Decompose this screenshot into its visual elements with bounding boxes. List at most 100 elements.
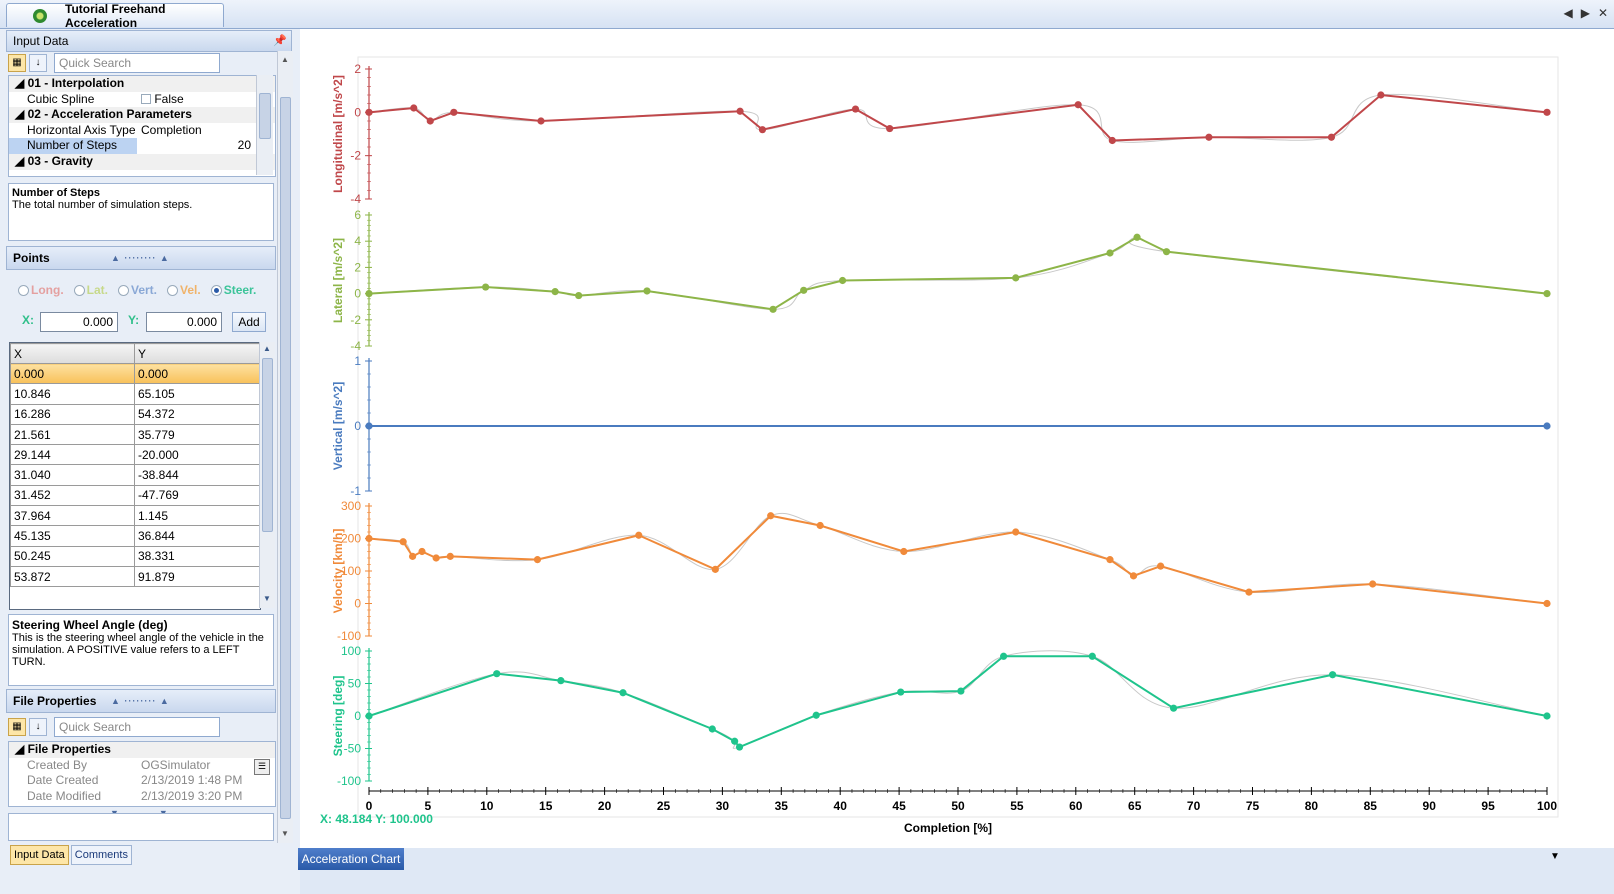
data-point[interactable] <box>1329 671 1337 679</box>
data-point[interactable] <box>432 554 440 562</box>
radio-circle[interactable] <box>73 284 85 296</box>
data-point[interactable] <box>365 712 373 720</box>
data-point[interactable] <box>1088 652 1096 660</box>
cell-x[interactable]: 0.000 <box>10 362 135 385</box>
data-point[interactable] <box>1543 108 1551 116</box>
data-point[interactable] <box>1012 274 1020 282</box>
data-point[interactable] <box>1074 101 1082 109</box>
document-tab[interactable]: Tutorial Freehand Acceleration <box>6 2 224 30</box>
file-search-input[interactable]: Quick Search <box>54 717 220 737</box>
cell-y[interactable]: 35.779 <box>134 423 260 446</box>
column-header-y[interactable]: Y <box>134 343 260 364</box>
radio-circle[interactable] <box>18 284 29 296</box>
data-point[interactable] <box>900 547 908 556</box>
data-point[interactable] <box>365 290 373 298</box>
data-point[interactable] <box>812 711 820 719</box>
data-point[interactable] <box>557 677 565 685</box>
property-row[interactable]: Cubic Spline False <box>9 92 275 108</box>
cell-x[interactable]: 21.561 <box>10 423 135 446</box>
category-acceleration-parameters[interactable]: ◢ 02 - Acceleration Parameters <box>9 107 275 123</box>
expand-icon[interactable]: ◢ <box>15 742 28 756</box>
data-point[interactable] <box>1543 422 1551 430</box>
expand-icon[interactable]: ◢ <box>15 107 28 122</box>
data-point[interactable] <box>446 552 454 560</box>
panel-scrollbar[interactable]: ▲ ▼ <box>277 51 293 843</box>
expand-icon[interactable]: ◢ <box>15 76 28 90</box>
tab-input-data[interactable]: Input Data <box>10 845 69 865</box>
category-gravity[interactable]: ◢ 03 - Gravity <box>9 153 275 170</box>
property-row[interactable]: Date Modified 2/13/2019 3:20 PM <box>27 788 243 803</box>
data-point[interactable] <box>1377 91 1385 99</box>
sort-alpha-icon[interactable]: ↓ <box>29 54 47 72</box>
column-header-x[interactable]: X <box>10 343 135 364</box>
data-point[interactable] <box>838 276 847 285</box>
collapse-grip-icon[interactable]: ▲ ········ ▲ <box>111 253 170 263</box>
table-row[interactable]: 45.135 36.844 <box>10 525 260 547</box>
close-icon[interactable]: ✕ <box>1597 6 1608 20</box>
data-point[interactable] <box>365 534 373 543</box>
input-search-input[interactable]: Quick Search <box>54 53 220 73</box>
data-point[interactable] <box>399 538 407 546</box>
scroll-down-icon[interactable]: ▼ <box>281 829 289 838</box>
data-point[interactable] <box>897 688 905 696</box>
cell-y[interactable]: -20.000 <box>134 444 260 466</box>
category-file-properties[interactable]: ◢ File Properties <box>9 742 275 758</box>
data-point[interactable] <box>1245 588 1253 596</box>
data-point[interactable] <box>1133 233 1141 241</box>
scroll-thumb[interactable] <box>262 358 273 532</box>
table-row[interactable]: 16.286 54.372 <box>10 403 260 425</box>
cell-y[interactable]: 91.879 <box>134 565 260 588</box>
points-scrollbar[interactable]: ▲ ▼ <box>259 342 275 608</box>
steps-spinner[interactable]: 20▲▼ <box>137 138 275 154</box>
tab-right-arrow-icon[interactable]: ▶ <box>1580 6 1590 20</box>
y-input[interactable]: 0.000 <box>146 312 222 332</box>
data-point[interactable] <box>1106 556 1114 564</box>
data-point[interactable] <box>1327 133 1336 141</box>
data-point[interactable] <box>769 305 777 313</box>
data-point[interactable] <box>758 126 767 134</box>
data-point[interactable] <box>1129 572 1138 580</box>
cell-y[interactable]: -38.844 <box>134 464 260 486</box>
data-point[interactable] <box>957 687 965 695</box>
cell-x[interactable]: 31.452 <box>10 484 135 507</box>
property-value[interactable]: False <box>137 92 275 108</box>
scroll-thumb[interactable] <box>280 97 291 819</box>
data-point[interactable] <box>708 725 716 733</box>
cell-x[interactable]: 50.245 <box>10 545 135 567</box>
data-point[interactable] <box>533 556 542 564</box>
data-point[interactable] <box>365 108 373 116</box>
cell-y[interactable]: 36.844 <box>134 525 260 547</box>
cell-y[interactable]: -47.769 <box>134 484 260 507</box>
property-row[interactable]: Horizontal Axis Type Completion <box>27 122 202 137</box>
categorized-icon[interactable]: ▦ <box>8 718 26 736</box>
data-point[interactable] <box>635 531 643 539</box>
radio-vel[interactable]: Vel. <box>167 283 201 297</box>
dropdown-arrow-icon[interactable]: ▼ <box>1550 851 1560 862</box>
cell-y[interactable]: 1.145 <box>134 505 260 527</box>
table-row[interactable]: 37.964 1.145 <box>10 505 260 527</box>
table-row[interactable]: 31.040 -38.844 <box>10 464 260 486</box>
data-point[interactable] <box>408 552 417 560</box>
cell-y[interactable]: 38.331 <box>134 545 260 567</box>
property-row-selected[interactable]: Number of Steps 20▲▼ <box>9 138 275 154</box>
data-point[interactable] <box>1369 580 1377 588</box>
radio-circle[interactable] <box>210 284 222 296</box>
property-row[interactable]: Date Created 2/13/2019 1:48 PM <box>27 773 243 788</box>
data-point[interactable] <box>418 547 426 556</box>
data-point[interactable] <box>1106 249 1114 257</box>
chart-area[interactable]: 2 0 -2 -4 Longitudinal [m/s^2] 6 4 2 0 -2 -4 Latera… <box>300 29 1614 848</box>
data-point[interactable] <box>643 287 651 295</box>
pin-icon[interactable]: 📌 <box>273 35 287 47</box>
radio-circle[interactable] <box>118 284 129 296</box>
data-point[interactable] <box>1000 652 1008 660</box>
data-point[interactable] <box>800 286 808 294</box>
tab-left-arrow-icon[interactable]: ◀ <box>1563 6 1573 20</box>
cell-x[interactable]: 31.040 <box>10 464 135 486</box>
file-properties-header[interactable]: File Properties ▲ ········ ▲ <box>6 689 276 713</box>
scroll-down-icon[interactable]: ▼ <box>263 594 271 603</box>
data-point[interactable] <box>851 105 860 113</box>
data-point[interactable] <box>735 743 744 751</box>
expand-icon[interactable]: ◢ <box>15 153 28 168</box>
collapse-grip-icon[interactable]: ▲ ········ ▲ <box>111 696 170 706</box>
data-point[interactable] <box>493 670 501 678</box>
